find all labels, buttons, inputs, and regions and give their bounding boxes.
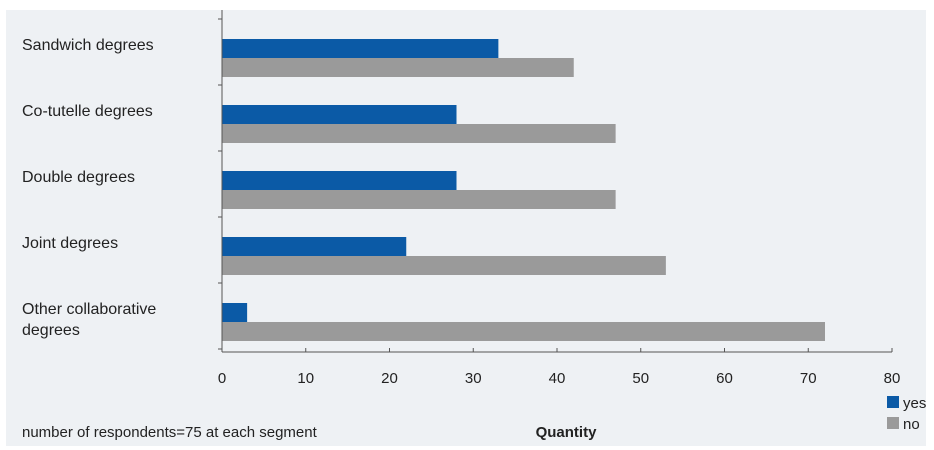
- respondents-note: number of respondents=75 at each segment: [22, 424, 318, 441]
- bars-layer: [222, 39, 825, 341]
- bar-yes-1: [222, 39, 499, 58]
- x-tick-label-50: 50: [632, 370, 649, 387]
- x-tick-label-20: 20: [381, 370, 398, 387]
- x-tick-label-10: 10: [297, 370, 314, 387]
- legend-label-no: no: [903, 416, 920, 433]
- x-tick-label-40: 40: [549, 370, 566, 387]
- chart-panel: Sandwich degrees Co-tutelle degrees Double…: [6, 10, 926, 446]
- legend-swatch-no: [887, 417, 899, 429]
- bar-no-3: [222, 190, 616, 209]
- x-tick-label-70: 70: [800, 370, 817, 387]
- bar-no-4: [222, 256, 666, 275]
- x-axis-ticks: 0 10 20 30 40 50 60 70 80: [218, 18, 901, 387]
- legend-label-yes: yes: [903, 395, 926, 412]
- category-label-5: Other collaborative degrees: [22, 301, 156, 339]
- bar-yes-3: [222, 171, 457, 190]
- bar-yes-5: [222, 303, 248, 322]
- legend: yes no: [887, 395, 926, 433]
- bar-no-5: [222, 322, 825, 341]
- bar-chart: Sandwich degrees Co-tutelle degrees Double…: [22, 10, 926, 441]
- category-label-1: Sandwich degrees: [22, 37, 154, 54]
- x-tick-label-60: 60: [716, 370, 733, 387]
- x-tick-label-30: 30: [465, 370, 482, 387]
- category-labels: Sandwich degrees Co-tutelle degrees Double…: [22, 37, 156, 339]
- bar-no-1: [222, 58, 574, 77]
- x-tick-label-0: 0: [218, 370, 226, 387]
- category-label-3: Double degrees: [22, 169, 135, 186]
- x-tick-label-80: 80: [884, 370, 901, 387]
- bar-yes-4: [222, 237, 407, 256]
- bar-no-2: [222, 124, 616, 143]
- legend-swatch-yes: [887, 396, 899, 408]
- category-label-2: Co-tutelle degrees: [22, 103, 153, 120]
- bar-yes-2: [222, 105, 457, 124]
- category-label-4: Joint degrees: [22, 235, 118, 252]
- x-axis-label: Quantity: [536, 424, 597, 441]
